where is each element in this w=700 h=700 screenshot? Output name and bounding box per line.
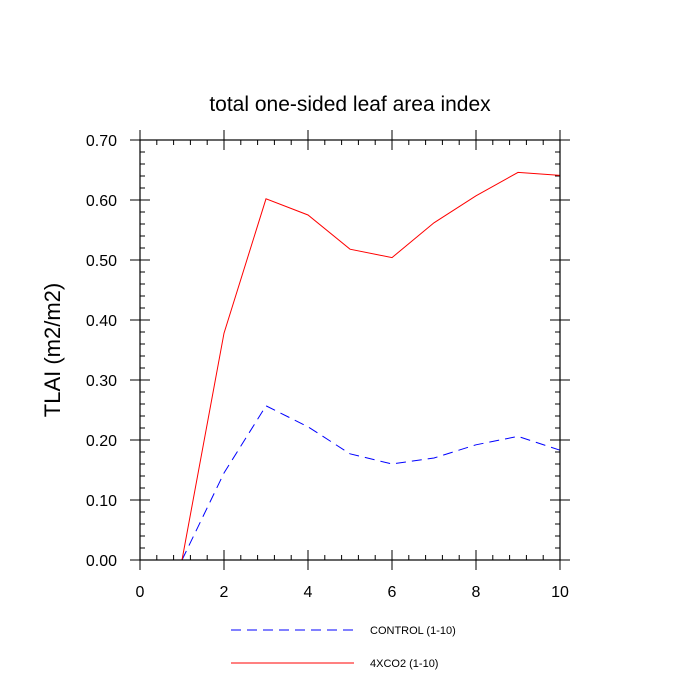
series-line-4xco2 <box>181 171 561 561</box>
x-tick-label: 4 <box>304 584 313 601</box>
x-tick-label: 6 <box>388 584 397 601</box>
y-tick-label: 0.00 <box>86 553 117 570</box>
x-tick-label: 8 <box>472 584 481 601</box>
x-tick-label: 0 <box>136 584 145 601</box>
legend-label-4xco2: 4XCO2 (1-10) <box>370 658 438 670</box>
y-tick-label: 0.60 <box>86 193 117 210</box>
y-tick-label: 0.20 <box>86 433 117 450</box>
y-tick-label: 0.50 <box>86 253 117 270</box>
y-tick-label: 0.10 <box>86 493 117 510</box>
plot-frame <box>139 139 561 561</box>
data-series <box>181 171 561 561</box>
legend-label-control: CONTROL (1-10) <box>370 625 456 637</box>
series-line-control <box>181 405 561 561</box>
y-axis-label: TLAI (m2/m2) <box>40 283 65 417</box>
y-tick-label: 0.30 <box>86 373 117 390</box>
x-tick-label: 2 <box>220 584 229 601</box>
y-tick-label: 0.70 <box>86 133 117 150</box>
x-tick-label: 10 <box>551 584 569 601</box>
axis-ticks <box>130 130 570 570</box>
y-tick-label: 0.40 <box>86 313 117 330</box>
chart-title: total one-sided leaf area index <box>209 93 491 116</box>
axis-tick-labels: 0 2 4 6 8 10 0.00 0.10 0.20 0.30 0.40 0.50 0.60 0.70 <box>86 133 569 601</box>
legend: CONTROL (1-10) 4XCO2 (1-10) <box>231 625 456 670</box>
